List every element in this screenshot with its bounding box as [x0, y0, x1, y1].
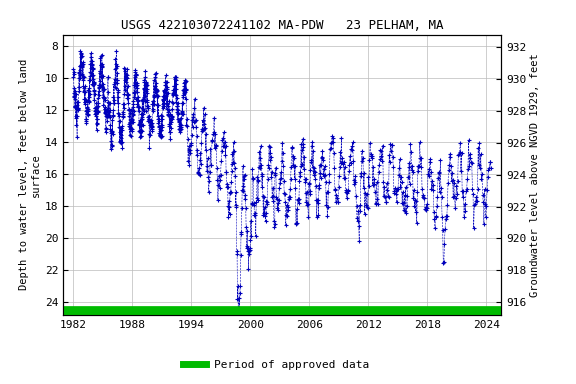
Legend: Period of approved data: Period of approved data	[179, 356, 374, 375]
Y-axis label: Depth to water level, feet below land
surface: Depth to water level, feet below land su…	[19, 59, 41, 290]
Y-axis label: Groundwater level above NGVD 1929, feet: Groundwater level above NGVD 1929, feet	[530, 53, 540, 296]
Title: USGS 422103072241102 MA-PDW   23 PELHAM, MA: USGS 422103072241102 MA-PDW 23 PELHAM, M…	[121, 19, 444, 32]
